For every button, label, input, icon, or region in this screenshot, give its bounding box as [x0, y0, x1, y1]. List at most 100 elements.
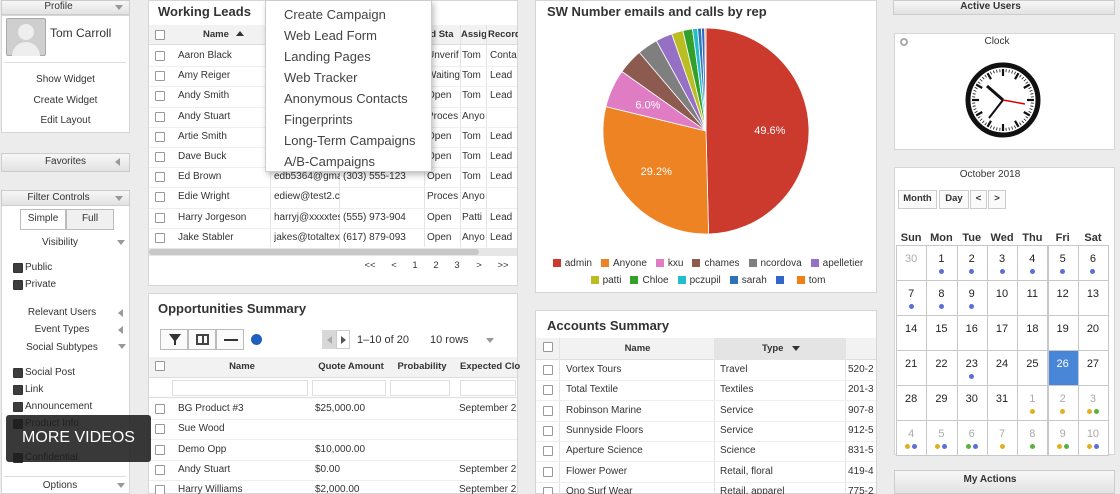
video-overlay-label[interactable]: MORE VIDEOS	[22, 429, 135, 446]
menu-item[interactable]: A/B-Campaigns	[284, 154, 376, 169]
rows-selector[interactable]: 10 rows	[430, 334, 469, 346]
column-header[interactable]: Expected Clo	[460, 361, 520, 372]
day-number[interactable]: 1	[938, 253, 945, 265]
day-number[interactable]: 30	[965, 393, 978, 405]
legend-item[interactable]: tom	[796, 273, 825, 287]
checkbox-label[interactable]: Public	[25, 262, 53, 273]
cell[interactable]: Flower Power	[566, 465, 628, 477]
day-number[interactable]: 2	[968, 253, 975, 265]
profile-link[interactable]: Create Widget	[33, 95, 98, 106]
legend-item[interactable]: pczupil	[677, 273, 721, 287]
calendar-button-label[interactable]: <	[975, 193, 982, 204]
legend-item[interactable]: ncordova	[748, 256, 802, 270]
calendar-button-label[interactable]: Day	[945, 193, 963, 204]
day-number[interactable]: 27	[1086, 358, 1100, 370]
day-number[interactable]: 22	[935, 358, 948, 370]
page-link[interactable]: 3	[454, 260, 460, 271]
day-number[interactable]: 24	[995, 358, 1009, 370]
day-number[interactable]: 30	[905, 253, 918, 265]
day-number[interactable]: 25	[1026, 358, 1039, 370]
day-number[interactable]: 5	[1059, 253, 1066, 265]
column-header[interactable]: Quote Amount	[318, 361, 384, 372]
day-number[interactable]: 4	[1029, 253, 1036, 265]
page-link[interactable]: 1	[412, 260, 418, 271]
day-number[interactable]: 17	[995, 323, 1009, 335]
cell[interactable]: Dave Buck	[178, 151, 227, 162]
legend-item[interactable]: chames	[692, 256, 740, 270]
day-number[interactable]: 7	[998, 428, 1006, 440]
day-number[interactable]: 16	[965, 323, 978, 335]
menu-item[interactable]: Landing Pages	[284, 49, 371, 64]
legend-item[interactable]: admin	[552, 256, 592, 270]
day-number[interactable]: 12	[1056, 288, 1069, 300]
column-header[interactable]: Name	[229, 361, 255, 372]
cell[interactable]: Amy Reiger	[178, 70, 231, 82]
legend-item[interactable]: Anyone	[601, 256, 647, 270]
day-number[interactable]: 29	[935, 393, 948, 405]
legend-item[interactable]: sarah	[729, 273, 767, 287]
cell[interactable]: Jake Stabler	[178, 231, 234, 243]
day-number[interactable]: 21	[905, 358, 918, 370]
day-number[interactable]: 19	[1056, 323, 1069, 335]
profile-link[interactable]: Edit Layout	[40, 115, 91, 126]
page-link[interactable]: <	[391, 260, 397, 271]
column-header[interactable]: Record	[488, 29, 518, 40]
cell[interactable]: Aperture Science	[566, 445, 643, 457]
cell[interactable]: Sue Wood	[178, 423, 225, 435]
day-number[interactable]: 8	[938, 288, 945, 300]
day-number[interactable]: 3	[1089, 393, 1096, 405]
menu-item[interactable]: Long-Term Campaigns	[284, 133, 416, 148]
legend-item[interactable]: Chloe	[630, 273, 669, 287]
mode-label[interactable]: Full	[81, 213, 99, 224]
legend-item[interactable]	[775, 273, 788, 287]
cell[interactable]: Demo Opp	[178, 443, 227, 455]
day-number[interactable]: 13	[1086, 288, 1100, 300]
day-number[interactable]: 28	[905, 393, 918, 405]
day-number[interactable]: 31	[995, 393, 1009, 405]
menu-item[interactable]: Fingerprints	[284, 112, 353, 127]
legend-item[interactable]: kxu	[655, 256, 683, 270]
day-number[interactable]: 1	[1029, 393, 1036, 405]
day-number[interactable]: 7	[908, 288, 915, 300]
day-number[interactable]: 26	[1056, 358, 1069, 370]
cell[interactable]: Harry Jorgeson	[178, 211, 247, 223]
day-number[interactable]: 10	[1086, 428, 1100, 440]
cell[interactable]: Sunnyside Floors	[566, 424, 644, 436]
page-link[interactable]: >	[476, 260, 482, 271]
day-number[interactable]: 15	[935, 323, 948, 335]
day-number[interactable]: 14	[905, 323, 918, 335]
page-link[interactable]: >>	[497, 260, 509, 271]
cell[interactable]: BG Product #3	[178, 403, 244, 414]
cell[interactable]: Vortex Tours	[566, 364, 622, 375]
day-number[interactable]: 10	[995, 288, 1009, 300]
cell[interactable]: Andy Smith	[178, 90, 230, 102]
column-header[interactable]: Probability	[397, 361, 447, 372]
checkbox-label[interactable]: Announcement	[25, 401, 93, 412]
column-header[interactable]: Name	[624, 343, 651, 354]
day-number[interactable]: 20	[1086, 323, 1100, 335]
menu-item[interactable]: Create Campaign	[284, 7, 386, 22]
legend-item[interactable]: patti	[590, 273, 621, 287]
checkbox-label[interactable]: Social Post	[25, 367, 76, 378]
page-link[interactable]: 2	[433, 260, 439, 271]
cell[interactable]: Artie Smith	[178, 130, 227, 142]
cell[interactable]: Andy Stuart	[178, 110, 231, 122]
profile-link[interactable]: Show Widget	[36, 74, 95, 85]
cell[interactable]: Robinson Marine	[566, 404, 642, 416]
column-header[interactable]: Assig	[461, 29, 487, 40]
cell[interactable]: Total Textile	[566, 384, 619, 396]
day-number[interactable]: 5	[938, 428, 945, 440]
cell[interactable]: Ed Brown	[178, 171, 222, 183]
mode-label[interactable]: Simple	[27, 213, 59, 224]
day-number[interactable]: 6	[1089, 253, 1096, 265]
cell[interactable]: Aaron Black	[178, 50, 232, 61]
checkbox-label[interactable]: Link	[25, 384, 44, 395]
day-number[interactable]: 8	[1029, 428, 1036, 440]
menu-item[interactable]: Web Tracker	[284, 70, 358, 85]
page-link[interactable]: <<	[364, 260, 376, 271]
day-number[interactable]: 9	[968, 288, 975, 300]
day-number[interactable]: 2	[1059, 393, 1066, 405]
checkbox-label[interactable]: Private	[25, 279, 57, 290]
day-number[interactable]: 11	[1026, 288, 1039, 300]
cell[interactable]: Ono Surf Wear	[566, 485, 633, 494]
